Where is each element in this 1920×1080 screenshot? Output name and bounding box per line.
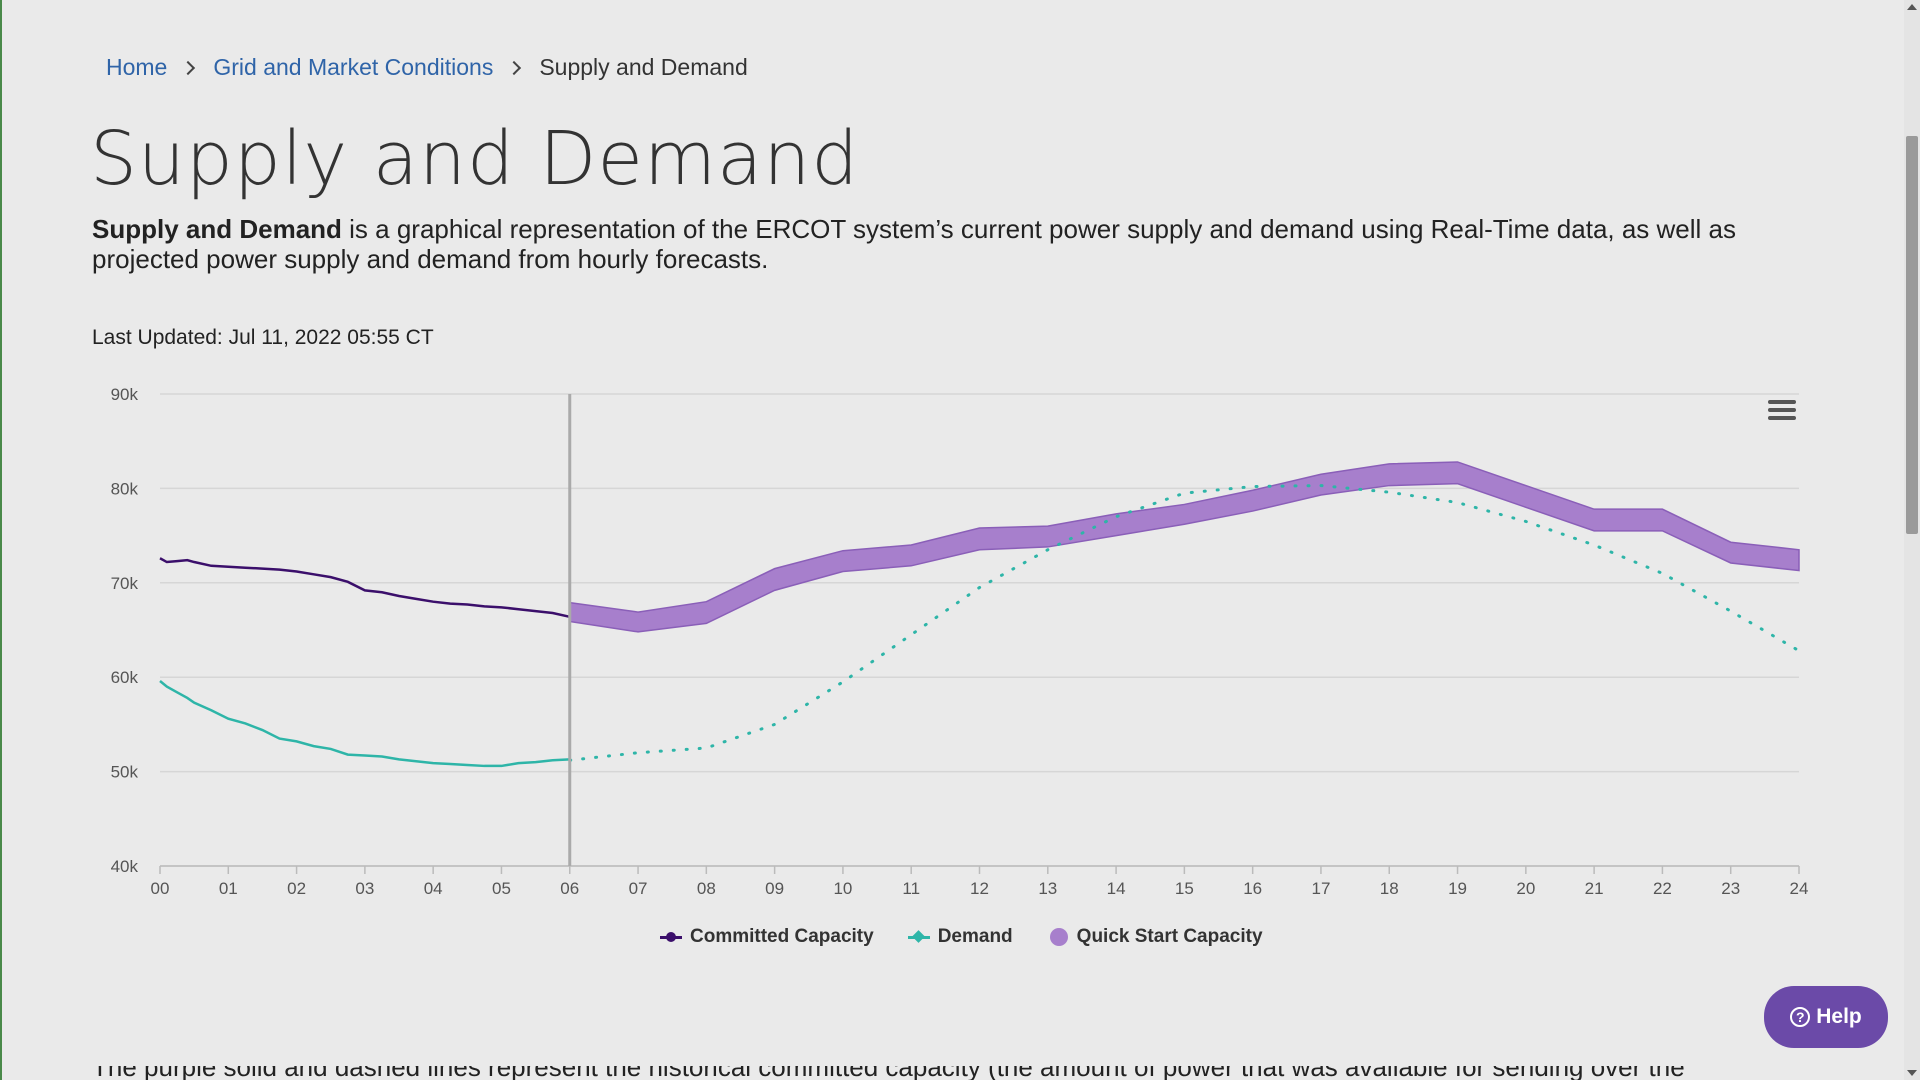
help-icon: ? <box>1790 1007 1811 1027</box>
chart-description-text: The purple solid and dashed lines repres… <box>92 1066 1685 1080</box>
breadcrumb-section-link[interactable]: Grid and Market Conditions <box>213 54 494 80</box>
intro-text: is a graphical representation of the ERC… <box>92 214 1737 274</box>
committed-capacity-line <box>159 557 571 619</box>
scroll-up-icon[interactable] <box>1907 4 1917 10</box>
x-tick-label: 01 <box>219 879 238 898</box>
x-tick-label: 11 <box>902 879 920 898</box>
chart-svg: 90k 80k 70k 60k 50k 40k 00 01 02 03 04 05 06 07 08 09 10… <box>111 385 1809 898</box>
legend-committed-label: Committed Capacity <box>690 926 874 947</box>
intro-bold: Supply and Demand <box>92 214 342 244</box>
legend-item-quick-start[interactable]: Quick Start Capacity <box>1047 926 1263 948</box>
y-tick-label: 70k <box>111 574 139 593</box>
x-tick-label: 04 <box>424 879 443 898</box>
x-tick-label: 18 <box>1380 879 1399 898</box>
breadcrumb: Home Grid and Market Conditions Supply a… <box>106 54 748 81</box>
x-tick-label: 17 <box>1311 879 1330 898</box>
x-tick-label: 06 <box>560 879 579 898</box>
x-tick-label: 19 <box>1448 879 1467 898</box>
legend-item-committed[interactable]: Committed Capacity <box>660 926 874 948</box>
help-label: Help <box>1816 1005 1862 1028</box>
x-tick-label: 15 <box>1175 879 1194 898</box>
y-tick-label: 50k <box>111 763 139 782</box>
legend-demand-marker <box>907 930 930 944</box>
quick-start-capacity-band <box>569 461 1800 633</box>
x-tick-label: 07 <box>629 879 648 898</box>
legend-demand-label: Demand <box>937 926 1013 947</box>
last-updated: Last Updated: Jul 11, 2022 05:55 CT <box>92 326 434 349</box>
chevron-right-icon <box>181 60 196 75</box>
x-tick-label: 03 <box>355 879 374 898</box>
x-tick-label: 16 <box>1243 879 1262 898</box>
y-tick-label: 60k <box>111 668 139 687</box>
x-tick-label: 22 <box>1653 879 1672 898</box>
x-tick-label: 13 <box>1038 879 1057 898</box>
scrollbar-thumb[interactable] <box>1906 136 1918 534</box>
x-tick-label: 05 <box>492 879 511 898</box>
y-tick-label: 40k <box>111 857 139 876</box>
vertical-scrollbar[interactable] <box>1904 0 1920 1080</box>
x-tick-label: 09 <box>765 879 784 898</box>
x-tick-label: 24 <box>1790 879 1809 898</box>
intro-paragraph: Supply and Demand is a graphical represe… <box>92 214 1812 274</box>
x-tick-label: 08 <box>697 879 716 898</box>
x-tick-label: 23 <box>1721 879 1740 898</box>
x-tick-label: 14 <box>1107 879 1126 898</box>
chevron-right-icon <box>507 60 522 75</box>
demand-line <box>159 680 570 768</box>
chart-legend: Committed Capacity Demand Quick Start Ca… <box>660 926 1297 948</box>
page-title: Supply and Demand <box>90 116 860 202</box>
chart-description-paragraph: The purple solid and dashed lines repres… <box>92 1066 1812 1080</box>
x-tick-label: 00 <box>151 879 170 898</box>
breadcrumb-current: Supply and Demand <box>539 54 748 80</box>
y-tick-label: 80k <box>111 479 139 498</box>
help-button[interactable]: ? Help <box>1764 986 1888 1048</box>
chart-menu-icon[interactable] <box>1768 400 1796 422</box>
legend-item-demand[interactable]: Demand <box>907 926 1013 948</box>
x-tick-label: 02 <box>287 879 306 898</box>
legend-quick-start-label: Quick Start Capacity <box>1076 926 1263 947</box>
x-tick-label: 10 <box>833 879 852 898</box>
x-tick-label: 12 <box>970 879 989 898</box>
scroll-down-icon[interactable] <box>1907 1070 1917 1076</box>
x-tick-label: 21 <box>1585 879 1604 898</box>
y-tick-label: 90k <box>111 385 139 404</box>
legend-quick-start-marker <box>1047 928 1069 946</box>
x-tick-label: 20 <box>1516 879 1535 898</box>
breadcrumb-home-link[interactable]: Home <box>106 54 168 80</box>
legend-committed-marker <box>660 930 682 944</box>
demand-forecast-line <box>568 484 1801 762</box>
supply-demand-chart: 90k 80k 70k 60k 50k 40k 00 01 02 03 04 05 06 07 08 09 10… <box>92 370 1832 970</box>
